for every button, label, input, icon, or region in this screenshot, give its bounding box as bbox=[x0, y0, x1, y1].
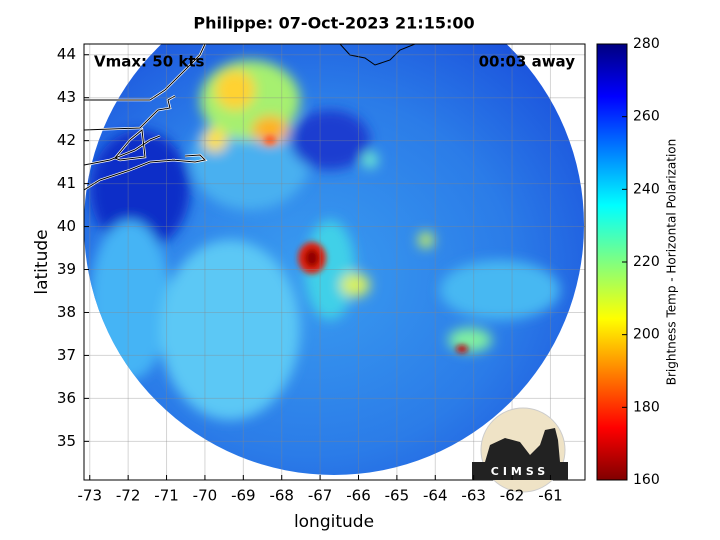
x-tick-label: -67 bbox=[308, 487, 333, 505]
y-tick-label: 38 bbox=[57, 303, 76, 321]
y-tick-label: 41 bbox=[57, 174, 76, 192]
x-tick-label: -72 bbox=[116, 487, 141, 505]
y-tick-label: 35 bbox=[57, 432, 76, 450]
annotation: 00:03 away bbox=[479, 53, 576, 71]
y-tick-label: 36 bbox=[57, 389, 76, 407]
x-axis-label: longitude bbox=[294, 512, 374, 532]
x-tick-label: -62 bbox=[500, 487, 525, 505]
annotation: Vmax: 50 kts bbox=[94, 53, 204, 71]
logo: CIMSS bbox=[472, 407, 568, 493]
colorbar-tick-label: 240 bbox=[633, 181, 660, 197]
coastline bbox=[84, 44, 416, 191]
colorbar-tick-label: 280 bbox=[633, 36, 660, 52]
y-tick-label: 42 bbox=[57, 131, 76, 149]
colorbar-label: Brightness Temp - Horizontal Polarizatio… bbox=[665, 139, 679, 386]
plot-frame bbox=[83, 43, 586, 481]
x-tick-label: -63 bbox=[461, 487, 486, 505]
colorbar-tick-label: 260 bbox=[633, 109, 660, 125]
x-tick-label: -61 bbox=[538, 487, 563, 505]
y-tick-label: 40 bbox=[57, 217, 76, 235]
x-tick-label: -69 bbox=[231, 487, 256, 505]
x-tick-label: -65 bbox=[385, 487, 410, 505]
x-tick-label: -73 bbox=[78, 487, 103, 505]
brightness-field bbox=[84, 44, 584, 475]
y-tick-label: 43 bbox=[57, 88, 76, 106]
y-tick-label: 37 bbox=[57, 346, 76, 364]
y-tick-label: 44 bbox=[57, 45, 76, 63]
x-tick-label: -64 bbox=[423, 487, 448, 505]
chart-title: Philippe: 07-Oct-2023 21:15:00 bbox=[193, 14, 474, 33]
grid bbox=[84, 44, 585, 480]
logo-text: CIMSS bbox=[491, 465, 549, 478]
colorbar-tick-label: 160 bbox=[633, 472, 660, 488]
x-tick-label: -70 bbox=[193, 487, 218, 505]
colorbar-tick-label: 220 bbox=[633, 254, 660, 270]
y-tick-label: 39 bbox=[57, 260, 76, 278]
colorbar-tick-label: 200 bbox=[633, 327, 660, 343]
x-tick-label: -71 bbox=[154, 487, 179, 505]
x-tick-label: -66 bbox=[346, 487, 371, 505]
y-axis-label: latitude bbox=[32, 229, 52, 294]
x-tick-label: -68 bbox=[269, 487, 294, 505]
colorbar-tick-label: 180 bbox=[633, 399, 660, 415]
